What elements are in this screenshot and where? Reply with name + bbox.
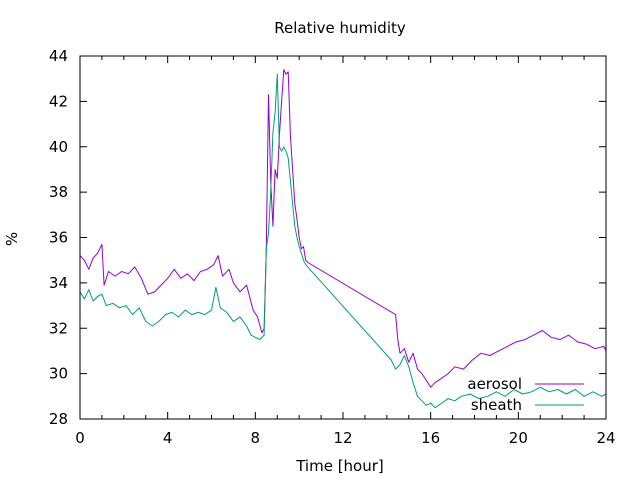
x-tick-label: 20 xyxy=(509,429,528,447)
x-tick-label: 8 xyxy=(251,429,261,447)
legend-label-sheath: sheath xyxy=(471,396,522,414)
series-line-aerosol xyxy=(79,69,607,388)
y-tick-label: 42 xyxy=(49,92,68,110)
y-tick-label: 28 xyxy=(49,410,68,428)
y-tick-label: 40 xyxy=(49,138,68,156)
legend: aerosol sheath xyxy=(467,375,584,414)
x-tick-label: 16 xyxy=(421,429,440,447)
x-tick-label: 24 xyxy=(596,429,615,447)
y-tick-label: 30 xyxy=(49,365,68,383)
plot-frame xyxy=(79,55,607,420)
x-ticks: 0 4 8 12 16 20 24 xyxy=(75,56,616,447)
y-axis-label: % xyxy=(3,232,21,246)
series-line-sheath xyxy=(79,73,607,409)
series-layer xyxy=(79,69,607,409)
x-axis-label: Time [hour] xyxy=(295,457,384,475)
legend-label-aerosol: aerosol xyxy=(467,375,522,393)
chart-title: Relative humidity xyxy=(274,19,406,37)
y-tick-label: 32 xyxy=(49,319,68,337)
x-tick-label: 4 xyxy=(163,429,173,447)
y-tick-label: 44 xyxy=(49,47,68,65)
x-tick-label: 12 xyxy=(333,429,352,447)
y-tick-label: 34 xyxy=(49,274,68,292)
y-ticks: 28 30 32 34 36 38 40 42 44 xyxy=(49,47,606,428)
y-tick-label: 38 xyxy=(49,183,68,201)
x-tick-label: 0 xyxy=(75,429,85,447)
y-tick-label: 36 xyxy=(49,229,68,247)
